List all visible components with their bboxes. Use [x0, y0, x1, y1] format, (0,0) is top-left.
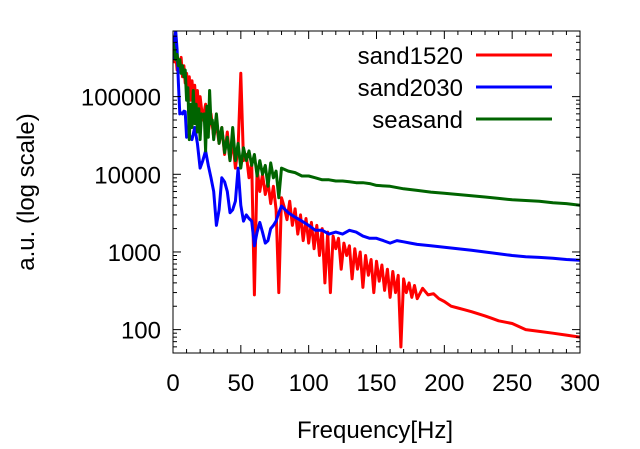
y-tick-label: 100000 — [81, 85, 161, 112]
x-axis-title: Frequency[Hz] — [297, 417, 453, 444]
y-tick-label: 1000 — [108, 240, 161, 267]
legend-label-seasand: seasand — [372, 107, 463, 134]
legend-label-sand2030: sand2030 — [358, 75, 463, 102]
legend: sand1520 sand2030 seasand — [358, 43, 552, 134]
y-axis-title: a.u. (log scale) — [13, 113, 40, 270]
y-tick-label: 10000 — [94, 162, 161, 189]
x-tick-label: 200 — [424, 370, 464, 397]
x-tick-label: 250 — [492, 370, 532, 397]
x-tick-label: 100 — [289, 370, 329, 397]
series-line-seasand — [173, 42, 580, 207]
x-tick-label: 50 — [227, 370, 254, 397]
x-tick-label: 0 — [166, 370, 179, 397]
x-tick-label: 150 — [356, 370, 396, 397]
legend-label-sand1520: sand1520 — [358, 43, 463, 70]
series-layer — [173, 31, 580, 349]
series-line-sand2030 — [173, 31, 580, 262]
y-tick-label: 100 — [121, 318, 161, 345]
series-line-sand1520 — [173, 49, 580, 349]
x-tick-label: 300 — [560, 370, 600, 397]
tick-layer: 0 50 100 150 200 250 300 100 1000 10000 100000 — [81, 31, 600, 397]
